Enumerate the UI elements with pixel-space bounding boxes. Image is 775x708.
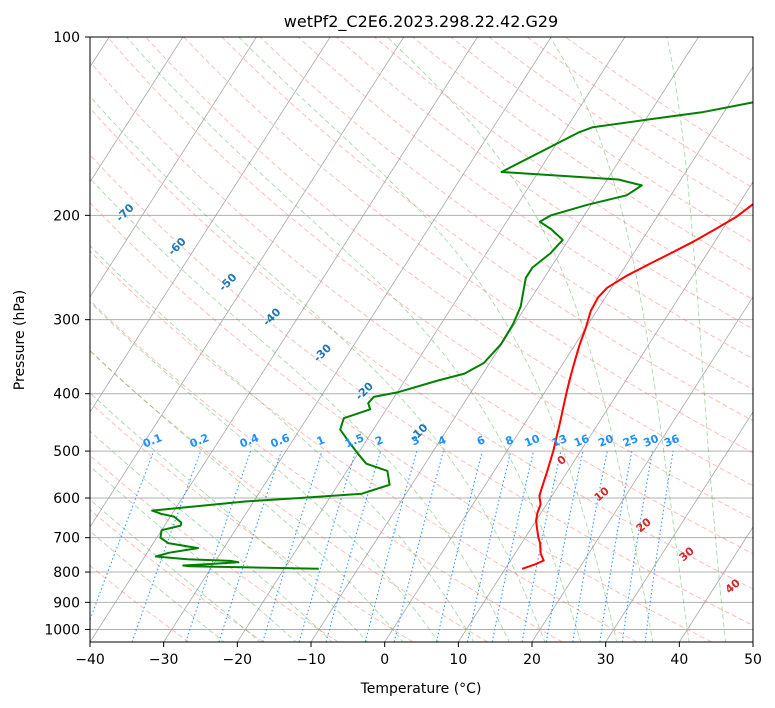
dry-adiabat-line — [336, 37, 753, 330]
pressure-gridlines — [90, 37, 753, 630]
y-axis-label: Pressure (hPa) — [12, 290, 28, 390]
x-tick-label: 40 — [670, 652, 688, 668]
dry-adiabat-line — [90, 299, 563, 642]
moist-adiabat-line — [90, 95, 546, 642]
mixing-ratio-label: 1 — [315, 433, 327, 448]
moist-adiabat-line — [386, 37, 654, 642]
isotherm-line — [457, 181, 753, 642]
y-tick-label: 800 — [53, 565, 80, 581]
isotherm-line — [90, 37, 331, 413]
mixing-ratio-line — [185, 450, 252, 642]
dry-adiabat-line — [90, 201, 712, 642]
y-tick-label: 200 — [53, 208, 80, 224]
isotherm-line — [384, 66, 753, 642]
dry-adiabat-lines — [90, 37, 753, 642]
mixing-ratio-label: 2 — [373, 433, 385, 448]
isotherm-lines — [90, 37, 753, 642]
x-tick-label: −10 — [296, 652, 326, 668]
moist-adiabat-line — [90, 530, 225, 642]
moist-adiabat-line — [90, 245, 475, 642]
x-tick-label: 30 — [597, 652, 615, 668]
y-tick-label: 500 — [53, 444, 80, 460]
isotherm-line — [678, 526, 753, 642]
moist-adiabat-line — [90, 498, 261, 642]
mixing-ratio-label: 36 — [662, 432, 681, 450]
mixing-ratio-label: 10 — [523, 432, 542, 450]
mixing-ratio-line — [364, 450, 418, 642]
dry-adiabat-line — [374, 37, 753, 301]
moist-adiabat-line — [90, 392, 369, 642]
moist-adiabat-line — [549, 37, 690, 642]
dry-adiabat-line — [221, 37, 753, 422]
x-tick-label: 50 — [744, 652, 762, 668]
mixing-ratio-label: 20 — [596, 432, 615, 450]
x-tick-label: 20 — [523, 652, 541, 668]
mixing-ratio-line — [218, 450, 283, 642]
mixing-ratio-label: 25 — [621, 432, 640, 450]
mixing-ratio-label: 30 — [642, 432, 661, 450]
isotherm-line — [90, 37, 405, 528]
y-tick-label: 400 — [53, 387, 80, 403]
dry-adiabat-line — [90, 61, 753, 555]
isotherm-line — [605, 411, 753, 642]
mixing-ratio-line — [435, 450, 483, 642]
x-axis-label: Temperature (°C) — [360, 681, 482, 697]
moist-adiabat-line — [666, 37, 726, 642]
axes: −40 −30 −20 −10 0 10 20 30 40 50 100 200 300 400 500 60… — [44, 30, 762, 668]
y-tick-label: 900 — [53, 595, 80, 611]
mixing-ratio-line — [325, 450, 382, 642]
mixing-ratio-line — [393, 450, 444, 642]
dry-adiabat-line — [90, 154, 753, 626]
moist-adiabat-line — [90, 177, 510, 642]
dry-adiabat-line — [90, 350, 488, 642]
mixing-ratio-label: 13 — [550, 432, 569, 450]
mixing-ratio-line — [131, 450, 202, 642]
moist-adiabat-line — [90, 430, 333, 642]
mixing-ratio-line — [491, 450, 535, 642]
y-tick-label: 700 — [53, 531, 80, 547]
x-tick-label: −20 — [223, 652, 253, 668]
dewpoint-profile-line — [151, 100, 753, 570]
x-tick-label: 0 — [380, 652, 389, 668]
y-tick-label: 300 — [53, 313, 80, 329]
dry-adiabat-line — [90, 454, 339, 642]
isotherm-line — [90, 37, 257, 298]
plot-frame — [89, 36, 754, 643]
x-tick-label: −30 — [149, 652, 179, 668]
y-tick-label: 600 — [53, 491, 80, 507]
y-tick-label: 1000 — [44, 622, 80, 638]
profile-series — [151, 100, 753, 570]
mixing-ratio-line — [466, 450, 512, 642]
isotherm-line — [90, 37, 184, 183]
x-tick-label: −40 — [75, 652, 105, 668]
plot-area: 0.10.20.40.611.52346810131620253036-100-… — [90, 37, 753, 642]
dry-adiabat-line — [107, 37, 753, 520]
isotherm-line — [236, 37, 626, 642]
mixing-ratio-lines — [90, 450, 674, 642]
mixing-ratio-label: 3 — [410, 433, 422, 448]
y-tick-label: 100 — [53, 30, 80, 46]
x-tick-label: 10 — [449, 652, 467, 668]
dry-adiabat-line — [90, 509, 264, 642]
moist-adiabat-line — [126, 37, 582, 642]
isotherm-line — [90, 37, 478, 642]
moist-adiabat-line — [90, 301, 439, 642]
mixing-ratio-line — [644, 451, 674, 642]
dry-adiabat-line — [90, 107, 753, 590]
isotherm-line — [531, 296, 753, 642]
mixing-ratio-line — [262, 450, 323, 642]
mixing-ratio-line — [298, 450, 357, 642]
mixing-ratio-label: 8 — [504, 433, 516, 448]
temperature-profile-line — [521, 202, 753, 570]
chart-title: wetPf2_C2E6.2023.298.22.42.G29 — [284, 12, 558, 32]
mixing-ratio-line — [621, 451, 653, 642]
isotherm-line — [163, 37, 552, 642]
dry-adiabat-line — [183, 37, 753, 454]
mixing-ratio-label: 16 — [572, 432, 591, 450]
